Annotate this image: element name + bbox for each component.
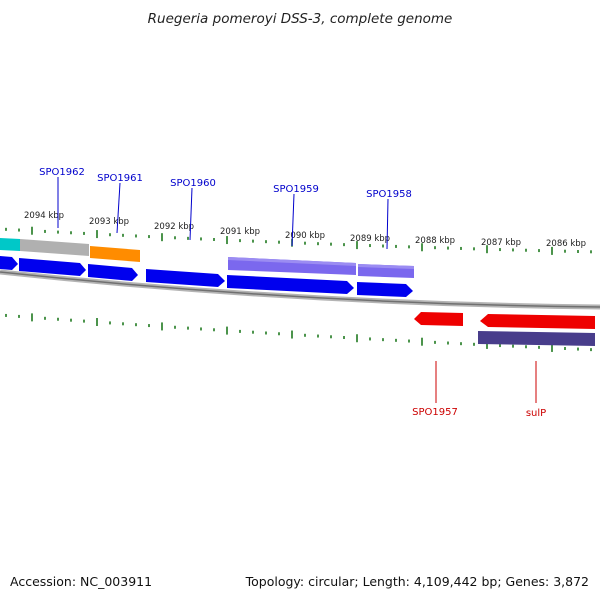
scale-label-2089: 2089 kbp — [350, 234, 390, 244]
scale-labels: 2094 kbp 2093 kbp 2092 kbp 2091 kbp 2090… — [24, 211, 586, 249]
cds-arrow-sulp[interactable] — [480, 314, 595, 329]
gene-label-spo1958[interactable]: SPO1958 — [366, 189, 412, 200]
genome-backbone-edge — [0, 271, 600, 308]
purple-cds-spo1959-highlight — [228, 257, 356, 266]
leader-spo1959 — [291, 193, 295, 247]
gene-label-spo1962[interactable]: SPO1962 — [39, 167, 85, 178]
gene-label-spo1957[interactable]: SPO1957 — [412, 407, 458, 418]
scale-label-2087: 2087 kbp — [481, 238, 521, 248]
gene-label-spo1961[interactable]: SPO1961 — [97, 173, 143, 184]
cds-arrow-5[interactable] — [227, 275, 354, 294]
reverse-gene-labels: SPO1957 sulP — [412, 361, 546, 419]
scale-label-2091: 2091 kbp — [220, 227, 260, 237]
feature-row-top — [0, 238, 414, 278]
map-title: Ruegeria pomeroyi DSS-3, complete genome — [148, 11, 453, 27]
scale-label-2088: 2088 kbp — [415, 236, 455, 246]
orange-feature[interactable] — [90, 246, 140, 262]
dark-purple-feature[interactable] — [478, 331, 595, 346]
accession-text: Accession: NC_003911 — [10, 574, 152, 589]
cds-arrow-3[interactable] — [88, 264, 138, 281]
gray-feature[interactable] — [20, 239, 89, 256]
scale-label-2093: 2093 kbp — [89, 217, 129, 227]
cds-arrow-spo1957[interactable] — [414, 312, 463, 326]
scale-label-2092: 2092 kbp — [154, 222, 194, 232]
scale-label-2094: 2094 kbp — [24, 211, 64, 221]
gene-label-spo1960[interactable]: SPO1960 — [170, 178, 216, 189]
genome-summary-text: Topology: circular; Length: 4,109,442 bp… — [245, 574, 589, 589]
purple-cds-spo1958-highlight — [358, 264, 414, 269]
cds-arrow-1[interactable] — [0, 256, 18, 270]
gene-label-spo1959[interactable]: SPO1959 — [273, 184, 319, 195]
forward-gene-labels: SPO1962 SPO1961 SPO1960 SPO1959 SPO1958 — [39, 167, 412, 250]
forward-cds-row — [0, 256, 413, 297]
leader-spo1958 — [386, 198, 389, 250]
cds-arrow-6[interactable] — [357, 282, 413, 297]
cyan-feature[interactable] — [0, 238, 20, 251]
scale-label-2090: 2090 kbp — [285, 231, 325, 241]
leader-spo1960 — [189, 187, 193, 241]
leader-spo1961 — [116, 182, 121, 234]
reverse-cds-row — [414, 312, 595, 346]
cds-arrow-4[interactable] — [146, 269, 225, 287]
gene-label-sulp[interactable]: sulP — [526, 408, 546, 419]
scale-ticks-bottom — [5, 313, 592, 352]
cds-arrow-2[interactable] — [19, 258, 86, 276]
scale-label-2086: 2086 kbp — [546, 239, 586, 249]
